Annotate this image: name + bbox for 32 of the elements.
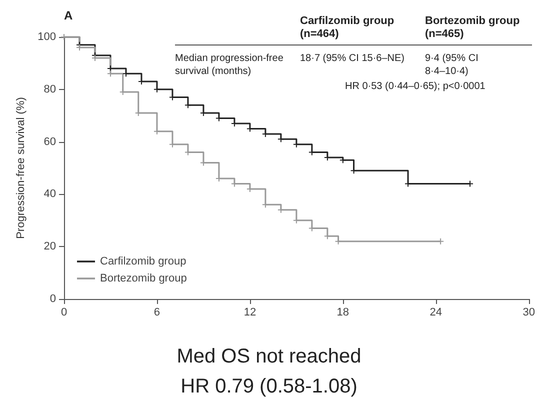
text: Carfilzomib group (300, 15, 394, 27)
point (278, 136, 284, 142)
y-axis-title: Progression-free survival (%) (15, 97, 28, 239)
text: HR 0.79 (0.58-1.08) (180, 376, 358, 398)
annotation: HR 0·53 (0·44–0·65); p<0·0001 (345, 81, 486, 92)
y-tick-label: 40 (44, 188, 56, 200)
y-tick-label: 0 (50, 293, 56, 305)
y-tick-label: 80 (44, 83, 56, 96)
annotation: (n=465) (425, 28, 464, 40)
x-tick-label: 6 (154, 306, 160, 318)
point (184, 102, 191, 108)
text: A (64, 8, 73, 22)
annotation: (n=464) (300, 28, 340, 40)
x-tick-label: 0 (60, 306, 68, 318)
y-tick-label: 60 (44, 136, 56, 148)
annotation: 18·7 (95% CI 15·6–NE) (300, 53, 404, 64)
x-tick-label: 24 (430, 306, 442, 318)
point (293, 141, 300, 148)
x-tick-label: 12 (244, 306, 256, 318)
legend-label: Carfilzomib group (100, 256, 186, 268)
annotation: 9·4 (95% CI 8·4–10·4) (425, 53, 482, 77)
point (154, 86, 160, 92)
y-tick-label: 20 (44, 240, 56, 253)
text: Bortezomib group (425, 15, 520, 27)
y-tick-label: 100 (38, 31, 56, 43)
legend-label: Bortezomib group (100, 272, 187, 284)
x-tick-label: 18 (336, 306, 350, 318)
annotation: Median progression-free survival (months) (175, 53, 286, 77)
point (107, 70, 114, 77)
text: Med OS not reached (176, 346, 362, 368)
x-tick-label: 30 (522, 306, 536, 318)
point (438, 238, 444, 244)
